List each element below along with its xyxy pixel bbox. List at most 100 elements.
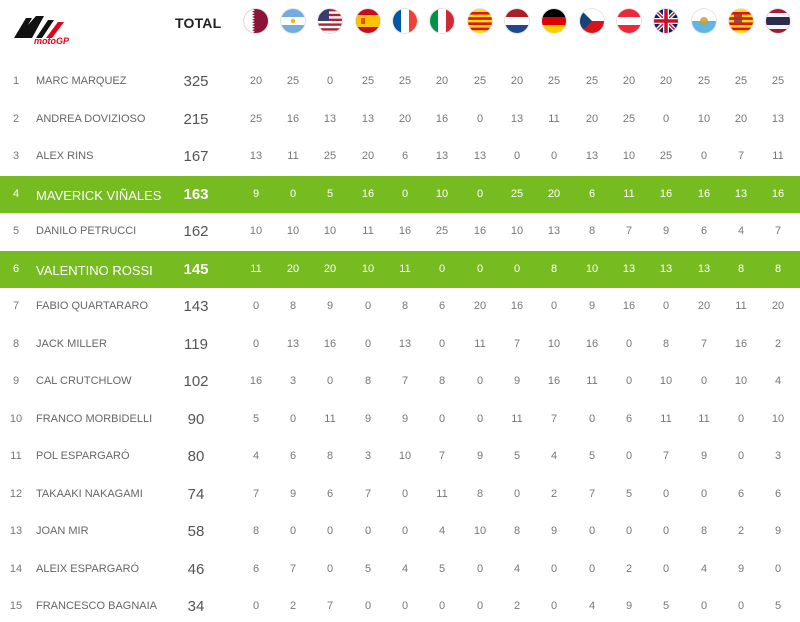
standings-row: 7 FABIO QUARTARARO 143 0 8 9 0 8 6 20 16 0 9 16 0 20 11 2… xyxy=(0,288,800,325)
race-points-cell: 0 xyxy=(588,525,596,537)
rider-name: FABIO QUARTARARO xyxy=(36,300,149,312)
race-points-cell: 8 xyxy=(588,225,596,237)
race-points-cell: 4 xyxy=(401,562,409,575)
usa-flag-icon xyxy=(318,9,342,33)
rider-position: 2 xyxy=(12,112,20,125)
race-points-cell: 0 xyxy=(550,562,558,575)
race-points-cell: 8 xyxy=(513,525,521,537)
rider-total-points: 163 xyxy=(183,185,209,203)
race-points-cell: 11 xyxy=(623,187,635,200)
race-points-cell: 0 xyxy=(662,487,670,500)
race-points-cell: 2 xyxy=(774,337,782,350)
race-points-cell: 7 xyxy=(513,337,521,350)
race-points-cell: 0 xyxy=(476,262,484,275)
spain-flag-icon xyxy=(356,9,380,33)
race-points-cell: 10 xyxy=(249,225,263,237)
rider-name: POL ESPARGARÓ xyxy=(36,450,130,462)
race-points-cell: 7 xyxy=(401,375,409,387)
race-points-cell: 0 xyxy=(700,375,708,387)
race-points-cell: 0 xyxy=(700,487,708,500)
standings-row: 14 ALEIX ESPARGARÓ 46 6 7 0 5 4 5 0 4 0 0 2 0 4 9 0 xyxy=(0,551,800,588)
race-points-cell: 0 xyxy=(401,487,409,500)
race-points-cell: 5 xyxy=(252,412,260,425)
rider-name: DANILO PETRUCCI xyxy=(36,225,137,237)
race-points-cell: 11 xyxy=(324,412,336,425)
race-points-cell: 10 xyxy=(473,525,487,537)
race-points-cell: 20 xyxy=(361,150,375,162)
race-points-cell: 25 xyxy=(286,75,300,87)
race-points-cell: 13 xyxy=(361,112,375,125)
rider-position: 13 xyxy=(9,525,23,537)
race-points-cell: 0 xyxy=(438,337,446,350)
motogp-logo: motoGP xyxy=(10,8,80,46)
race-points-cell: 0 xyxy=(289,412,297,425)
race-points-cell: 0 xyxy=(662,562,670,575)
rider-name: MAVERICK VIÑALES xyxy=(36,187,162,203)
rider-total-points: 58 xyxy=(187,523,205,540)
standings-row: 12 TAKAAKI NAKAGAMI 74 7 9 6 7 0 11 8 0 2 7 5 0 0 6 6 xyxy=(0,476,800,513)
rider-position: 4 xyxy=(12,187,20,200)
rider-total-points: 90 xyxy=(187,410,205,428)
race-points-cell: 16 xyxy=(771,187,785,200)
rider-total-points: 215 xyxy=(183,110,209,128)
race-points-cell: 20 xyxy=(659,75,673,87)
race-points-cell: 7 xyxy=(326,600,334,612)
race-points-cell: 13 xyxy=(697,262,711,275)
race-points-cell: 0 xyxy=(326,525,334,537)
race-points-cell: 16 xyxy=(659,187,673,200)
rider-name: FRANCESCO BAGNAIA xyxy=(36,600,158,612)
rider-name: FRANCO MORBIDELLI xyxy=(36,412,153,425)
race-points-cell: 0 xyxy=(662,525,670,537)
race-points-cell: 4 xyxy=(737,225,745,237)
standings-row: 9 CAL CRUTCHLOW 102 16 3 0 8 7 8 0 9 16 11 0 10 0 10 4 xyxy=(0,363,800,400)
race-points-cell: 9 xyxy=(774,525,782,537)
race-points-cell: 9 xyxy=(401,412,409,425)
race-points-cell: 7 xyxy=(289,562,297,575)
race-points-cell: 16 xyxy=(697,187,711,200)
race-points-cell: 20 xyxy=(323,262,337,275)
race-points-cell: 7 xyxy=(737,150,745,162)
standings-row: 3 ALEX RINS 167 13 11 25 20 6 13 13 0 0 13 10 25 0 7 11 xyxy=(0,138,800,175)
race-points-cell: 0 xyxy=(364,300,372,312)
race-points-cell: 6 xyxy=(438,300,446,312)
race-points-cell: 6 xyxy=(401,150,409,162)
race-points-cell: 0 xyxy=(737,600,745,612)
race-points-cell: 0 xyxy=(662,112,670,125)
race-points-cell: 0 xyxy=(252,600,260,612)
race-points-cell: 7 xyxy=(662,450,670,462)
race-points-cell: 0 xyxy=(774,562,782,575)
race-points-cell: 0 xyxy=(326,375,334,387)
race-points-cell: 5 xyxy=(774,600,782,612)
race-points-cell: 16 xyxy=(361,187,375,200)
race-points-cell: 5 xyxy=(364,562,372,575)
race-points-cell: 20 xyxy=(249,75,263,87)
race-points-cell: 20 xyxy=(585,112,599,125)
race-points-cell: 25 xyxy=(510,187,524,200)
race-points-cell: 0 xyxy=(476,187,484,200)
race-points-cell: 0 xyxy=(550,300,558,312)
rider-total-points: 119 xyxy=(184,335,208,353)
race-points-cell: 13 xyxy=(435,150,449,162)
race-points-cell: 8 xyxy=(774,262,782,275)
race-points-cell: 0 xyxy=(438,600,446,612)
race-points-cell: 8 xyxy=(364,375,372,387)
san-marino-flag-icon xyxy=(692,9,716,33)
race-points-cell: 25 xyxy=(697,75,711,87)
race-points-cell: 20 xyxy=(398,112,412,125)
race-points-cell: 6 xyxy=(588,187,596,200)
race-points-cell: 0 xyxy=(625,337,633,350)
race-points-cell: 20 xyxy=(734,112,748,125)
race-points-cell: 0 xyxy=(700,150,708,162)
race-points-cell: 5 xyxy=(513,450,521,462)
race-points-cell: 2 xyxy=(625,562,633,575)
race-points-cell: 13 xyxy=(398,337,412,350)
race-points-cell: 9 xyxy=(550,525,558,537)
race-points-cell: 11 xyxy=(287,150,299,162)
qatar-flag-icon xyxy=(244,9,268,33)
race-points-cell: 3 xyxy=(364,450,372,462)
race-points-cell: 13 xyxy=(249,150,263,162)
race-points-cell: 8 xyxy=(550,262,558,275)
race-points-cell: 9 xyxy=(364,412,372,425)
race-points-cell: 0 xyxy=(737,412,745,425)
race-points-cell: 16 xyxy=(398,225,412,237)
